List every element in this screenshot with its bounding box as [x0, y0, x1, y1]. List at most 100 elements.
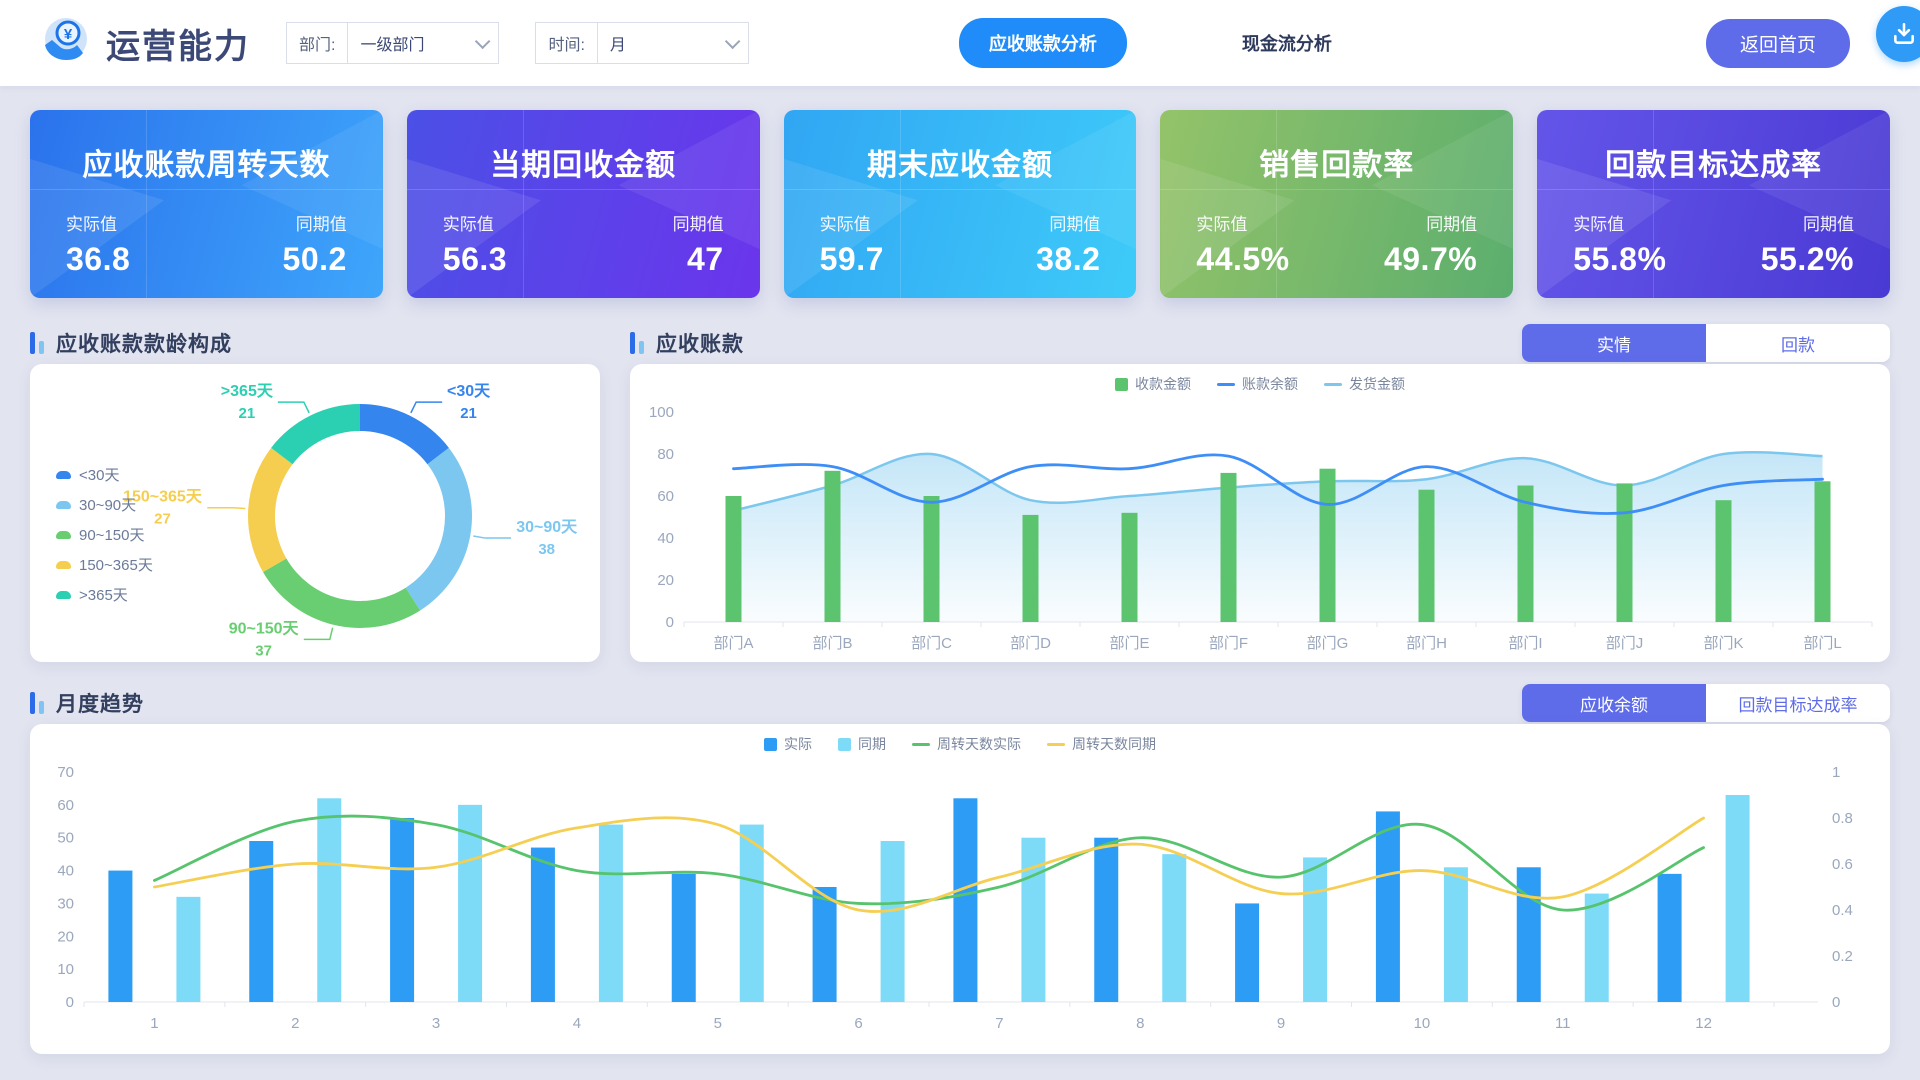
kpi-actual-label: 实际值	[442, 215, 494, 234]
svg-text:部门F: 部门F	[1209, 635, 1248, 652]
section-bars-icon	[630, 332, 644, 354]
svg-text:7: 7	[995, 1015, 1003, 1032]
kpi-card-current-collection: 当期回收金额 实际值 56.3 同期值 47	[406, 110, 760, 298]
svg-text:6: 6	[854, 1015, 862, 1032]
section-bars-icon	[30, 332, 44, 354]
receivable-chart: 0 20 40 60 80 100 部门A 部门B 部门C 部门D 部门E 部门F 部门G 部门H 部门I 部…	[649, 404, 1873, 652]
kpi-actual-value: 56.3	[442, 241, 508, 277]
back-home-button[interactable]: 返回首页	[1705, 18, 1850, 68]
legend-item-150~365天[interactable]: 150~365天	[56, 554, 153, 575]
svg-text:部门E: 部门E	[1109, 635, 1149, 652]
svg-text:部门A: 部门A	[713, 635, 753, 652]
legend-item-实际[interactable]: 实际	[764, 734, 812, 754]
kpi-row: 应收账款周转天数 实际值 36.8 同期值 50.2 当期回收金额 实际值 56.3 …	[30, 110, 1890, 298]
legend-item-<30天[interactable]: <30天	[56, 464, 153, 485]
svg-text:10: 10	[1414, 1015, 1431, 1032]
aging-section-title: 应收账款款龄构成	[56, 333, 232, 356]
monthly-trend-panel: 实际 同期 周转天数实际 周转天数同期 0 10 20 30 40 50 60 70 0 0.2 0.4 0…	[30, 724, 1890, 1054]
app-logo-icon: ¥	[40, 15, 92, 72]
svg-text:150~365天: 150~365天	[123, 489, 203, 506]
svg-text:27: 27	[154, 511, 171, 528]
svg-text:0.6: 0.6	[1832, 856, 1853, 873]
aging-donut-legend: <30天 30~90天 90~150天 150~365天 >365天	[56, 464, 153, 605]
svg-text:5: 5	[714, 1015, 722, 1032]
kpi-actual-value: 59.7	[819, 241, 884, 277]
legend-item-发货金额[interactable]: 发货金额	[1324, 374, 1405, 394]
legend-item-同期[interactable]: 同期	[838, 734, 886, 754]
legend-item->365天[interactable]: >365天	[56, 584, 153, 605]
time-filter: 时间: 月	[535, 22, 749, 64]
kpi-prev-label: 同期值	[1049, 215, 1101, 234]
department-filter: 部门: 一级部门	[286, 22, 500, 64]
svg-text:0.4: 0.4	[1832, 902, 1853, 919]
legend-item-30~90天[interactable]: 30~90天	[56, 494, 153, 515]
svg-text:部门C: 部门C	[911, 635, 952, 652]
kpi-actual-value: 44.5%	[1196, 241, 1290, 277]
kpi-prev-label: 同期值	[1426, 215, 1478, 234]
page-title: 运营能力	[106, 27, 250, 66]
nav-cashflow-analysis[interactable]: 现金流分析	[1241, 34, 1332, 54]
legend-item-周转天数实际[interactable]: 周转天数实际	[912, 734, 1021, 754]
tab-collection[interactable]: 回款	[1781, 335, 1815, 355]
kpi-actual-label: 实际值	[1573, 215, 1625, 234]
monthly-chart-legend: 实际 同期 周转天数实际 周转天数同期	[30, 734, 1890, 754]
charts-row: 应收账款款龄构成 <30天 30~90天 90~150天 150~365天 >365天 …	[30, 298, 1890, 662]
svg-text:0: 0	[1832, 994, 1840, 1011]
kpi-title: 回款目标达成率	[1605, 149, 1823, 182]
kpi-card-ending-receivable: 期末应收金额 实际值 59.7 同期值 38.2	[783, 110, 1137, 298]
receivable-chart-legend: 收款金额 账款余额 发货金额	[630, 374, 1890, 394]
chevron-down-icon	[724, 33, 741, 49]
department-select[interactable]: 一级部门	[348, 23, 498, 63]
svg-text:60: 60	[657, 488, 674, 505]
svg-text:30: 30	[57, 895, 74, 912]
legend-square-icon	[764, 737, 777, 751]
svg-text:部门G: 部门G	[1307, 635, 1349, 652]
legend-arc-icon	[56, 560, 71, 569]
svg-text:部门B: 部门B	[812, 635, 852, 652]
nav-receivable-analysis-button[interactable]: 应收账款分析	[958, 18, 1127, 68]
kpi-card-sales-collection-rate: 销售回款率 实际值 44.5% 同期值 49.7%	[1160, 110, 1514, 298]
svg-text:21: 21	[238, 405, 255, 422]
svg-text:40: 40	[57, 863, 74, 880]
svg-text:90~150天: 90~150天	[229, 620, 300, 637]
kpi-actual-label: 实际值	[66, 215, 117, 234]
svg-text:部门I: 部门I	[1508, 635, 1542, 652]
svg-text:38: 38	[538, 541, 555, 558]
monthly-tab-group: 应收余额 回款目标达成率	[1522, 684, 1890, 722]
download-icon	[1894, 22, 1914, 44]
time-select[interactable]: 月	[598, 23, 748, 63]
legend-line-icon	[1324, 382, 1342, 386]
tab-target-achievement[interactable]: 回款目标达成率	[1738, 695, 1858, 715]
svg-text:1: 1	[1832, 764, 1840, 781]
svg-text:8: 8	[1136, 1015, 1144, 1032]
svg-text:4: 4	[573, 1015, 581, 1032]
kpi-title: 销售回款率	[1259, 149, 1415, 182]
kpi-card-turnover-days: 应收账款周转天数 实际值 36.8 同期值 50.2	[30, 110, 383, 298]
svg-text:12: 12	[1695, 1015, 1712, 1032]
kpi-card-target-achievement: 回款目标达成率 实际值 55.8% 同期值 55.2%	[1537, 110, 1890, 298]
legend-arc-icon	[56, 470, 71, 479]
legend-item-收款金额[interactable]: 收款金额	[1115, 374, 1191, 394]
legend-arc-icon	[56, 530, 71, 539]
tab-actual[interactable]: 实情	[1522, 324, 1706, 362]
svg-text:0.2: 0.2	[1832, 948, 1853, 965]
receivable-tab-group: 实情 回款	[1522, 324, 1890, 362]
svg-text:0.8: 0.8	[1832, 810, 1853, 827]
legend-item-周转天数同期[interactable]: 周转天数同期	[1047, 734, 1156, 754]
svg-text:部门K: 部门K	[1703, 635, 1743, 652]
legend-line-icon	[1217, 382, 1235, 386]
legend-item-账款余额[interactable]: 账款余额	[1217, 374, 1298, 394]
svg-text:11: 11	[1555, 1015, 1571, 1032]
download-button[interactable]	[1876, 6, 1920, 62]
legend-item-90~150天[interactable]: 90~150天	[56, 524, 153, 545]
app-header: ¥ 运营能力 部门: 一级部门 时间: 月 应收账款分析 现金流分析 返回首页	[0, 0, 1920, 86]
time-select-value: 月	[609, 37, 626, 54]
legend-line-icon	[912, 742, 930, 746]
tab-receivable-balance[interactable]: 应收余额	[1522, 684, 1706, 722]
svg-text:1: 1	[150, 1015, 158, 1032]
svg-text:>365天: >365天	[221, 383, 274, 400]
kpi-prev-label: 同期值	[1802, 215, 1854, 234]
time-filter-label: 时间:	[536, 23, 598, 63]
kpi-prev-value: 47	[687, 241, 724, 277]
